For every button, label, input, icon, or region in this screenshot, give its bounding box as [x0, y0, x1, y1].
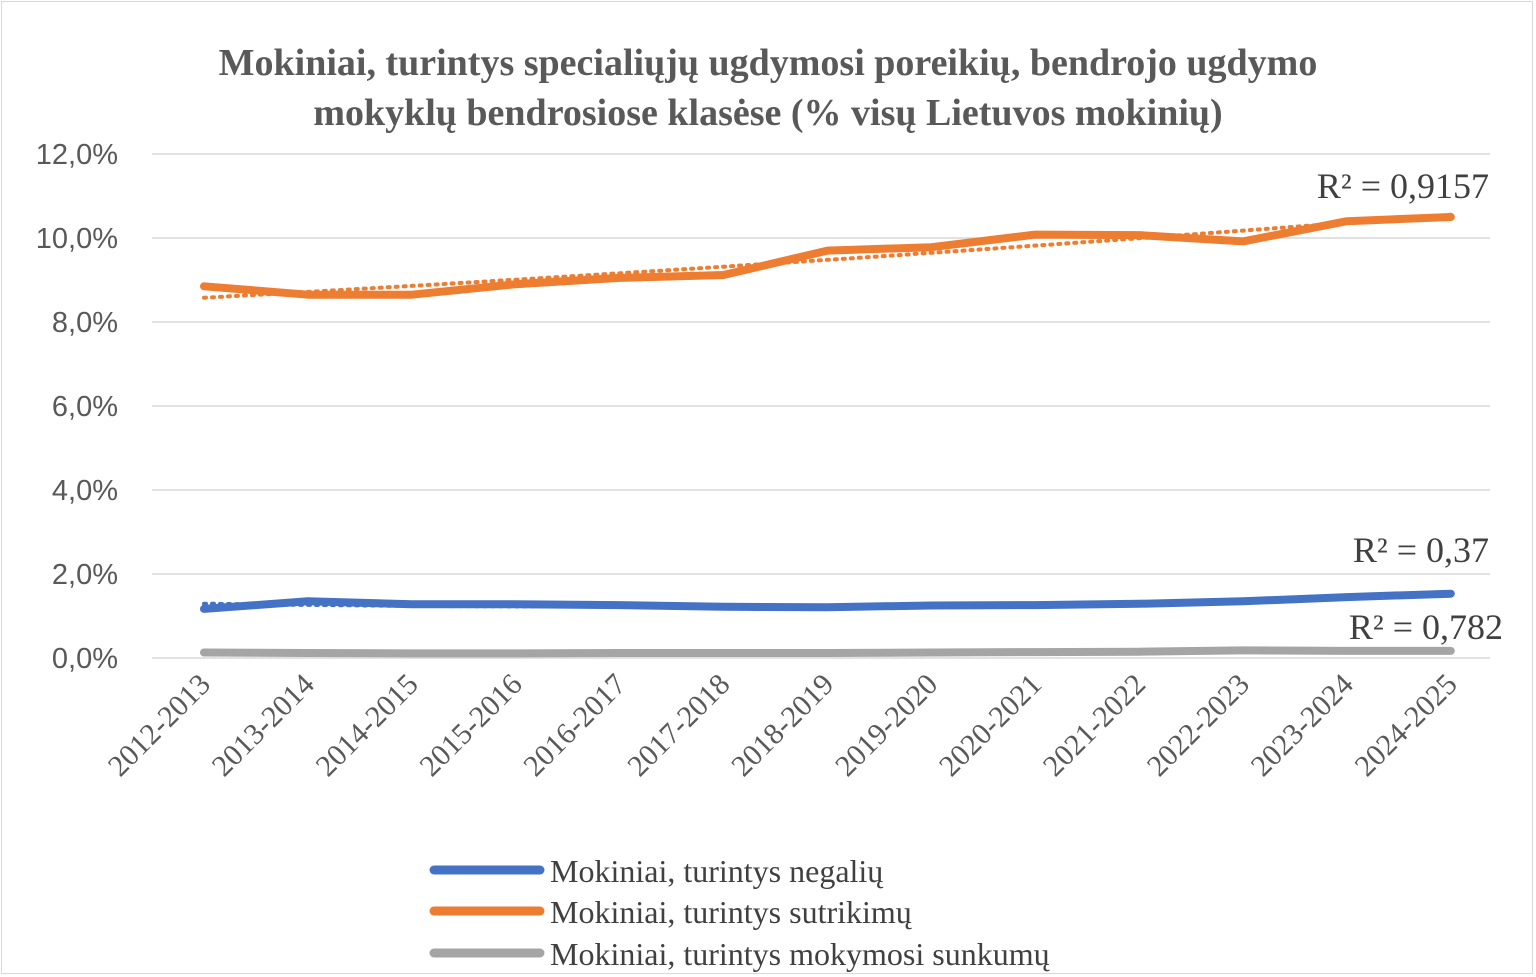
x-tick-label: 2017-2018 [621, 668, 736, 783]
data-point-mokymosi-sunkumu [616, 649, 624, 657]
data-point-mokymosi-sunkumu [512, 649, 520, 657]
data-point-negaliu [1031, 601, 1039, 609]
data-point-sutrikimu [1135, 231, 1143, 239]
data-point-mokymosi-sunkumu [927, 649, 935, 657]
legend-item-mokymosi-sunkumu: Mokiniai, turintys mokymosi sunkumų [429, 936, 1051, 972]
data-point-sutrikimu [927, 243, 935, 251]
r2-label-mokymosi-sunkumu: R² = 0,782 [1349, 607, 1503, 647]
data-point-mokymosi-sunkumu [200, 649, 208, 657]
data-point-sutrikimu [512, 280, 520, 288]
chart-title-line-2: mokyklų bendrosiose klasėse (% visų Liet… [313, 92, 1223, 134]
data-point-mokymosi-sunkumu [408, 649, 416, 657]
data-point-sutrikimu [1031, 231, 1039, 239]
r2-label-sutrikimu: R² = 0,9157 [1317, 166, 1489, 206]
data-point-mokymosi-sunkumu [1343, 647, 1351, 655]
data-point-mokymosi-sunkumu [1447, 647, 1455, 655]
series-line-mokymosi-sunkumu [200, 646, 1455, 658]
data-point-mokymosi-sunkumu [1135, 648, 1143, 656]
data-point-negaliu [927, 602, 935, 610]
x-tick-label: 2015-2016 [413, 668, 528, 783]
x-tick-label: 2019-2020 [829, 668, 944, 783]
y-tick-label: 12,0% [36, 139, 118, 171]
data-point-sutrikimu [616, 274, 624, 282]
legend-label-sutrikimu: Mokiniai, turintys sutrikimų [550, 894, 913, 930]
data-point-negaliu [408, 600, 416, 608]
x-tick-label: 2022-2023 [1141, 668, 1256, 783]
data-point-negaliu [616, 601, 624, 609]
data-point-sutrikimu [304, 291, 312, 299]
x-tick-label: 2020-2021 [933, 668, 1048, 783]
data-point-sutrikimu [720, 271, 728, 279]
series-lines [200, 213, 1455, 658]
data-point-negaliu [1447, 590, 1455, 598]
data-point-negaliu [1135, 600, 1143, 608]
x-tick-label: 2021-2022 [1037, 668, 1152, 783]
r-squared-labels: R² = 0,9157 R² = 0,37 R² = 0,782 [1317, 166, 1503, 647]
x-tick-label: 2024-2025 [1348, 668, 1463, 783]
data-point-sutrikimu [823, 247, 831, 255]
x-axis-tick-labels: 2012-20132013-20142014-20152015-20162016… [102, 668, 1464, 783]
data-point-mokymosi-sunkumu [304, 649, 312, 657]
data-point-negaliu [304, 597, 312, 605]
data-point-negaliu [200, 605, 208, 613]
y-tick-label: 4,0% [52, 475, 118, 507]
data-point-sutrikimu [1239, 237, 1247, 245]
x-tick-label: 2012-2013 [102, 668, 217, 783]
legend-label-mokymosi-sunkumu: Mokiniai, turintys mokymosi sunkumų [550, 936, 1051, 972]
series-line-negaliu [200, 589, 1455, 613]
data-point-mokymosi-sunkumu [1239, 646, 1247, 654]
data-point-sutrikimu [1447, 213, 1455, 221]
chart-title: Mokiniai, turintys specialiųjų ugdymosi … [0, 38, 1536, 138]
data-point-sutrikimu [1343, 217, 1351, 225]
data-point-negaliu [720, 603, 728, 611]
legend: Mokiniai, turintys negalių Mokiniai, tur… [429, 853, 1051, 972]
data-point-mokymosi-sunkumu [823, 649, 831, 657]
r2-label-negaliu: R² = 0,37 [1353, 530, 1489, 570]
y-tick-label: 8,0% [52, 307, 118, 339]
legend-label-negaliu: Mokiniai, turintys negalių [550, 853, 884, 889]
x-tick-label: 2014-2015 [309, 668, 424, 783]
data-point-sutrikimu [200, 282, 208, 290]
data-point-negaliu [823, 603, 831, 611]
data-point-mokymosi-sunkumu [1031, 648, 1039, 656]
x-tick-label: 2023-2024 [1245, 668, 1360, 783]
legend-item-negaliu: Mokiniai, turintys negalių [429, 853, 884, 889]
trendline-sutrikimu [202, 212, 1453, 300]
data-point-sutrikimu [408, 291, 416, 299]
y-axis-tick-labels: 0,0% 2,0% 4,0% 6,0% 8,0% 10,0% 12,0% [36, 139, 118, 675]
data-point-mokymosi-sunkumu [720, 649, 728, 657]
chart-title-line-1: Mokiniai, turintys specialiųjų ugdymosi … [218, 42, 1318, 84]
data-point-negaliu [1343, 593, 1351, 601]
legend-item-sutrikimu: Mokiniai, turintys sutrikimų [429, 894, 913, 930]
data-point-negaliu [1239, 597, 1247, 605]
x-tick-label: 2018-2019 [725, 668, 840, 783]
trendlines [202, 212, 1453, 656]
y-tick-label: 10,0% [36, 223, 118, 255]
series-line-sutrikimu [200, 213, 1455, 299]
x-tick-label: 2013-2014 [206, 668, 321, 783]
x-tick-label: 2016-2017 [517, 668, 632, 783]
y-tick-label: 0,0% [52, 643, 118, 675]
y-tick-label: 2,0% [52, 559, 118, 591]
y-tick-label: 6,0% [52, 391, 118, 423]
data-point-negaliu [512, 600, 520, 608]
